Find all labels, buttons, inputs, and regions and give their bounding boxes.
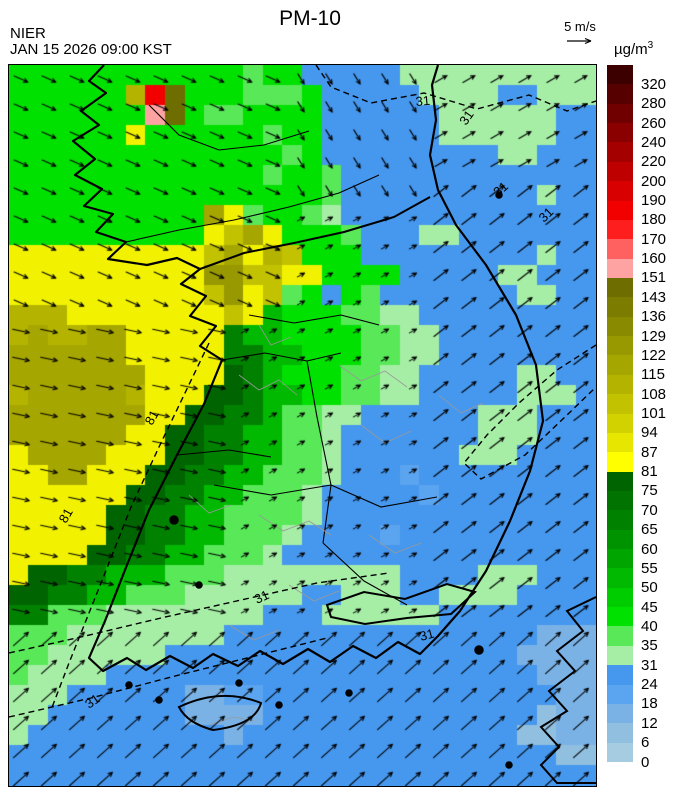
colorbar-segment [607, 161, 633, 182]
colorbar-tick-label: 151 [641, 269, 667, 287]
colorbar-segment [607, 103, 633, 124]
colorbar-tick-label: 55 [641, 559, 658, 577]
colorbar-tick-label: 200 [641, 172, 667, 190]
colorbar-segment [607, 490, 633, 511]
colorbar-tick-label: 50 [641, 579, 658, 597]
colorbar-tick-label: 45 [641, 598, 658, 616]
colorbar-segment [607, 471, 633, 492]
wind-vectors-canvas [9, 65, 596, 786]
colorbar-tick-label: 70 [641, 501, 658, 519]
colorbar-tick-label: 94 [641, 424, 658, 442]
colorbar-segment [607, 703, 633, 724]
colorbar-segment [607, 239, 633, 260]
colorbar-tick-label: 108 [641, 385, 667, 403]
pm10-map: 313131318181313131 [8, 64, 597, 787]
colorbar-tick-label: 160 [641, 250, 667, 268]
colorbar-tick-label: 240 [641, 133, 667, 151]
colorbar-segment [607, 65, 633, 85]
colorbar-segment [607, 142, 633, 163]
wind-reference-arrow-icon [567, 37, 592, 45]
colorbar-tick-label: 280 [641, 95, 667, 113]
colorbar-tick-label: 35 [641, 637, 658, 655]
colorbar-tick-label: 60 [641, 540, 658, 558]
colorbar-segment [607, 394, 633, 414]
colorbar-segment [607, 297, 633, 318]
colorbar-tick-label: 65 [641, 521, 658, 539]
colorbar-segment [607, 181, 633, 202]
colorbar-segment [607, 355, 633, 376]
colorbar-tick-label: 220 [641, 153, 667, 171]
colorbar-tick-label: 40 [641, 617, 658, 635]
colorbar-segment [607, 123, 633, 143]
colorbar-segment [607, 568, 633, 589]
colorbar-segment [607, 258, 633, 279]
colorbar-segment [607, 316, 633, 337]
colorbar-segment [607, 510, 633, 531]
datetime-label: JAN 15 2026 09:00 KST [10, 41, 172, 58]
colorbar-segment [607, 84, 633, 105]
colorbar-tick-label: 18 [641, 695, 658, 713]
colorbar-tick-label: 122 [641, 346, 667, 364]
colorbar-segment [607, 626, 633, 647]
colorbar-tick-label: 87 [641, 443, 658, 461]
colorbar-segment [607, 742, 633, 763]
colorbar-segment [607, 336, 633, 356]
colorbar-tick-label: 190 [641, 192, 667, 210]
colorbar: 320 280 260 240 220 200 190 180 170 160 151 143 136 1… [607, 65, 673, 776]
colorbar-tick-label: 0 [641, 753, 650, 771]
wind-speed-legend: 5 m/s [545, 19, 615, 46]
colorbar-segment [607, 665, 633, 686]
colorbar-tick-label: 6 [641, 734, 650, 752]
colorbar-tick-label: 24 [641, 676, 658, 694]
agency-label: NIER [10, 25, 46, 42]
colorbar-tick-label: 260 [641, 114, 667, 132]
colorbar-segment [607, 607, 633, 627]
colorbar-segment [607, 529, 633, 550]
colorbar-tick-label: 136 [641, 308, 667, 326]
colorbar-segment [607, 452, 633, 473]
colorbar-tick-label: 31 [641, 656, 658, 674]
colorbar-tick-label: 170 [641, 230, 667, 248]
colorbar-tick-label: 115 [641, 366, 665, 384]
colorbar-unit-label: µg/m3 [614, 40, 654, 58]
colorbar-segment [607, 413, 633, 434]
colorbar-segment [607, 219, 633, 240]
colorbar-segment [607, 645, 633, 666]
wind-speed-label: 5 m/s [564, 19, 596, 34]
colorbar-segment [607, 374, 633, 395]
colorbar-tick-label: 320 [641, 75, 667, 93]
colorbar-tick-label: 81 [641, 463, 658, 481]
colorbar-tick-label: 129 [641, 327, 667, 345]
colorbar-tick-label: 143 [641, 288, 667, 306]
colorbar-segment [607, 587, 633, 608]
colorbar-segment [607, 684, 633, 705]
colorbar-tick-label: 75 [641, 482, 658, 500]
colorbar-segment [607, 277, 633, 298]
colorbar-segment [607, 200, 633, 221]
colorbar-segment [607, 723, 633, 744]
colorbar-tick-label: 180 [641, 211, 667, 229]
colorbar-segment [607, 549, 633, 569]
colorbar-tick-label: 12 [641, 714, 658, 732]
colorbar-tick-label: 101 [641, 405, 667, 422]
colorbar-segment [607, 432, 633, 453]
page-title: PM-10 [279, 7, 341, 30]
